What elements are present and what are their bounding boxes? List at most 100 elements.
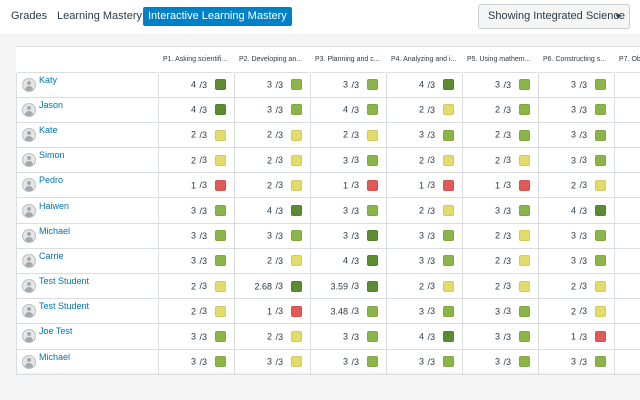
student-name-link[interactable]: Jason [39,99,64,110]
score-cell[interactable]: 3 /3 [538,348,615,375]
student-name-link[interactable]: Haiwen [39,200,70,211]
score-cell[interactable]: 4 /3 [234,197,311,224]
score-cell[interactable]: 2 /3 [462,247,539,275]
score-cell[interactable]: 3 /3 [310,222,387,249]
student-name-link[interactable]: Carrie [39,250,64,261]
score-cell[interactable]: 1 /3 [310,172,387,199]
score-cell[interactable]: 3 /3 [386,348,463,375]
score-cell[interactable]: 3.59 /3 [310,272,387,300]
score-cell[interactable]: 3 /3 [158,323,235,350]
score-cell[interactable]: 1 /3 [462,172,539,199]
score-cell[interactable]: 2 /3 [462,96,539,123]
student-name-link[interactable]: Pedro [39,175,64,186]
avatar[interactable] [22,178,36,193]
score-cell[interactable]: 4 /3 [538,197,615,224]
score-cell[interactable]: 3 /3 [158,197,235,224]
score-cell[interactable]: 2 /3 [462,222,539,249]
avatar[interactable] [22,354,36,369]
score-cell[interactable]: 3 /3 [538,71,615,98]
score-cell[interactable]: 3 /3 [386,247,463,275]
score-cell[interactable]: 4 /3 [310,247,387,275]
avatar[interactable] [22,329,36,344]
student-name-link[interactable]: Test Student [39,276,90,287]
score-cell[interactable]: 3 /3 [462,197,539,224]
outcome-column-header[interactable]: P1. Asking scientifi... [158,47,235,72]
score-cell[interactable]: 1 /3 [386,172,463,199]
score-cell[interactable]: 2 /3 [158,121,235,149]
score-cell[interactable]: 3 /3 [310,71,387,98]
score-cell[interactable]: 4 /3 [386,71,463,98]
score-cell[interactable]: 3 /3 [234,96,311,123]
course-selector[interactable]: Showing Integrated Science 1 ▼ [478,4,630,45]
score-cell[interactable]: 4 /3 [386,323,463,350]
outcome-column-header[interactable]: P6. Constructing s... [538,47,615,72]
score-cell[interactable]: 2 /3 [462,272,539,300]
outcome-column-header[interactable]: P4. Analyzing and i... [386,47,463,72]
score-cell[interactable]: 3 /3 [462,323,539,350]
student-name-link[interactable]: Simon [39,150,65,161]
score-cell[interactable]: 3 /3 [310,147,387,174]
score-cell[interactable]: 2 /3 [462,147,539,174]
score-cell[interactable]: 3 /3 [234,222,311,249]
score-cell[interactable]: 1 /3 [234,298,311,325]
score-cell[interactable]: 3 /3 [234,71,311,98]
score-cell[interactable]: 3 /3 [538,96,615,123]
score-cell[interactable]: 3 /3 [310,348,387,375]
score-cell[interactable]: 3 /3 [158,222,235,249]
score-cell[interactable]: 3.48 /3 [310,298,387,325]
avatar[interactable] [22,153,36,168]
tab-interactive-learning-mastery[interactable]: Interactive Learning Mastery [143,7,292,26]
student-name-link[interactable]: Katy [39,74,58,85]
avatar[interactable] [22,127,36,142]
score-cell[interactable]: 4 /3 [158,96,235,123]
score-cell[interactable]: 3 /3 [462,298,539,325]
score-cell[interactable]: 2 /3 [538,172,615,199]
score-cell[interactable]: 2 /3 [234,247,311,275]
score-cell[interactable]: 3 /3 [386,298,463,325]
score-cell[interactable]: 2 /3 [462,121,539,149]
score-cell[interactable]: 4 /3 [158,71,235,98]
score-cell[interactable]: 2 /3 [234,147,311,174]
score-cell[interactable]: 2 /3 [538,272,615,300]
score-cell[interactable]: 4 /3 [310,96,387,123]
outcome-column-header[interactable]: P7. Ob [614,47,640,72]
student-name-link[interactable]: Kate [39,124,58,135]
score-cell[interactable]: 2 /3 [386,147,463,174]
student-name-link[interactable]: Joe Test [39,326,73,337]
score-cell[interactable]: 3 /3 [386,121,463,149]
avatar[interactable] [22,77,36,92]
tab-learning-mastery[interactable]: Learning Mastery [57,10,142,22]
avatar[interactable] [22,279,36,294]
score-cell[interactable]: 3 /3 [386,222,463,249]
score-cell[interactable]: 3 /3 [310,323,387,350]
score-cell[interactable]: 3 /3 [538,222,615,249]
score-cell[interactable]: 2 /3 [158,272,235,300]
score-cell[interactable]: 2 /3 [538,298,615,325]
avatar[interactable] [22,253,36,268]
score-cell[interactable]: 3 /3 [538,147,615,174]
score-cell[interactable]: 3 /3 [462,348,539,375]
outcome-column-header[interactable]: P5. Using mathem... [462,47,539,72]
score-cell[interactable]: 2 /3 [234,121,311,149]
score-cell[interactable]: 3 /3 [234,348,311,375]
student-name-link[interactable]: Michael [39,225,71,236]
score-cell[interactable]: 2 /3 [234,323,311,350]
avatar[interactable] [22,203,36,218]
score-cell[interactable]: 2 /3 [234,172,311,199]
score-cell[interactable]: 2 /3 [158,298,235,325]
score-cell[interactable]: 3 /3 [538,247,615,275]
score-cell[interactable]: 3 /3 [462,71,539,98]
score-cell[interactable]: 1 /3 [158,172,235,199]
avatar[interactable] [22,304,36,319]
score-cell[interactable]: 3 /3 [538,121,615,149]
score-cell[interactable]: 2 /3 [386,96,463,123]
student-name-link[interactable]: Michael [39,351,71,362]
avatar[interactable] [22,102,36,117]
score-cell[interactable]: 3 /3 [158,247,235,275]
student-name-link[interactable]: Test Student [39,301,90,312]
score-cell[interactable]: 2 /3 [158,147,235,174]
outcome-column-header[interactable]: P3. Planning and c... [310,47,387,72]
score-cell[interactable]: 2 /3 [386,197,463,224]
score-cell[interactable]: 3 /3 [310,197,387,224]
score-cell[interactable]: 2 /3 [386,272,463,300]
